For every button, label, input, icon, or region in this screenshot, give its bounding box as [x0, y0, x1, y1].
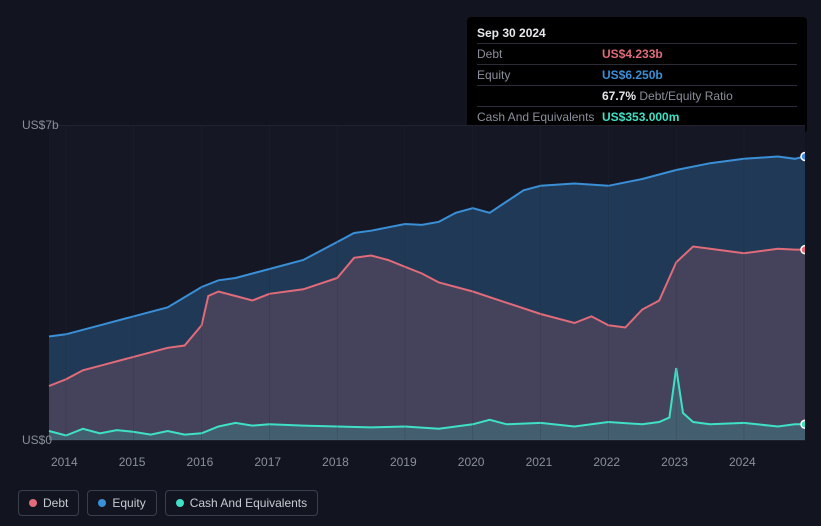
y-axis-label: US$7b [22, 118, 59, 132]
legend-label-equity: Equity [112, 496, 145, 510]
legend-label-debt: Debt [43, 496, 68, 510]
x-axis-label: 2016 [187, 455, 214, 469]
tooltip-equity-value: US$6.250b [602, 68, 663, 82]
tooltip-cash-value: US$353.000m [602, 110, 679, 124]
x-axis-label: 2019 [390, 455, 417, 469]
tooltip-ratio-spacer [477, 89, 602, 103]
legend-label-cash: Cash And Equivalents [190, 496, 307, 510]
legend-item-debt[interactable]: Debt [18, 490, 79, 516]
x-axis-label: 2021 [526, 455, 553, 469]
tooltip-ratio-label: Debt/Equity Ratio [639, 89, 732, 103]
chart-tooltip: Sep 30 2024 Debt US$4.233b Equity US$6.2… [467, 17, 807, 133]
circle-icon [98, 499, 106, 507]
chart-container[interactable]: US$0US$7b 201420152016201720182019202020… [16, 125, 805, 515]
x-axis-label: 2020 [458, 455, 485, 469]
tooltip-debt-label: Debt [477, 47, 602, 61]
tooltip-cash-label: Cash And Equivalents [477, 110, 602, 124]
x-axis-label: 2018 [322, 455, 349, 469]
x-axis-label: 2017 [254, 455, 281, 469]
circle-icon [176, 499, 184, 507]
x-axis-label: 2022 [593, 455, 620, 469]
tooltip-ratio: 67.7% Debt/Equity Ratio [602, 89, 733, 103]
tooltip-debt-value: US$4.233b [602, 47, 663, 61]
y-axis-label: US$0 [22, 433, 52, 447]
x-axis-label: 2015 [119, 455, 146, 469]
legend: Debt Equity Cash And Equivalents [18, 490, 318, 516]
legend-item-cash[interactable]: Cash And Equivalents [165, 490, 318, 516]
x-axis-label: 2023 [661, 455, 688, 469]
circle-icon [29, 499, 37, 507]
tooltip-equity-label: Equity [477, 68, 602, 82]
legend-item-equity[interactable]: Equity [87, 490, 156, 516]
tooltip-ratio-pct: 67.7% [602, 89, 636, 103]
tooltip-date: Sep 30 2024 [477, 26, 546, 40]
chart-svg[interactable] [16, 125, 805, 475]
x-axis-label: 2014 [51, 455, 78, 469]
x-axis-label: 2024 [729, 455, 756, 469]
